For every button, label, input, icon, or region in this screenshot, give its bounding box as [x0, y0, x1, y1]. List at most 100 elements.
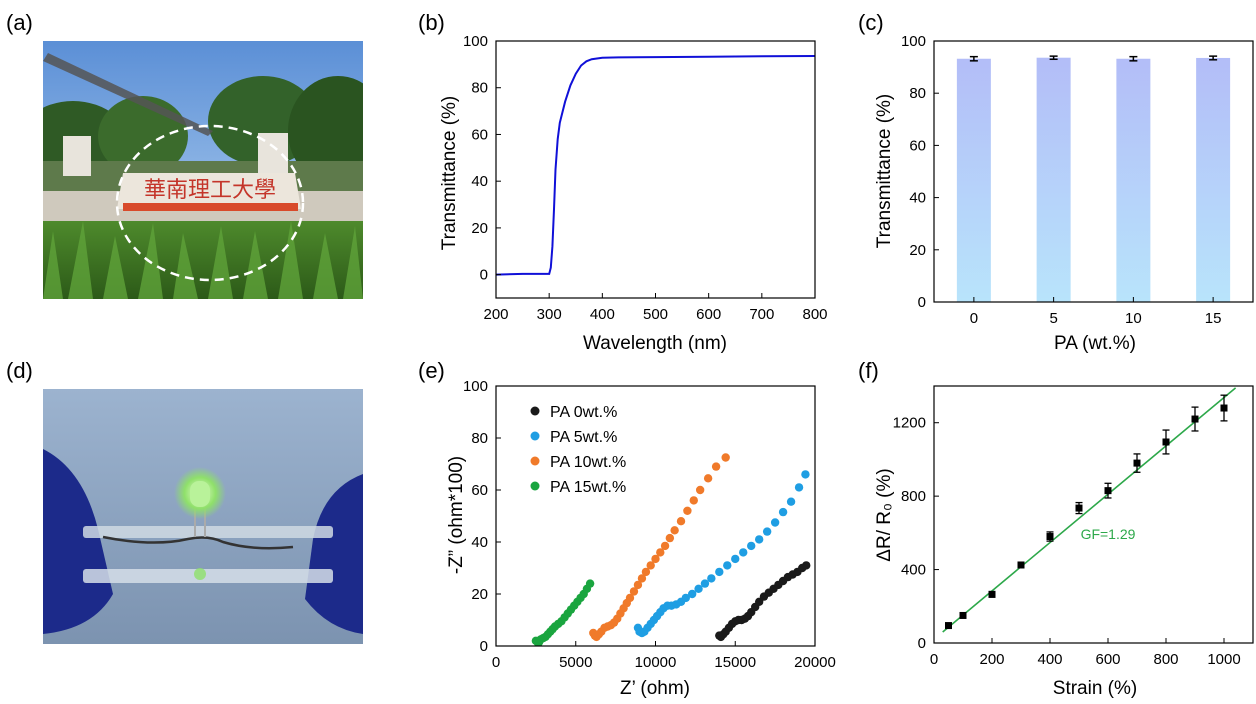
data-point	[625, 593, 635, 603]
chart-b-line	[495, 55, 816, 276]
panel-label-f: (f)	[858, 358, 879, 383]
chart-b-ylabel: Transmittance (%)	[439, 96, 460, 251]
photo-campus-illustration: 華南理工大學	[43, 41, 363, 299]
data-point	[660, 541, 670, 551]
data-point	[1017, 561, 1025, 569]
x-tick-label: 0	[970, 310, 978, 327]
bar-15	[1196, 57, 1231, 303]
chart-f-frame: 0 200 400 600 800 1000 0 400 800 1200	[893, 385, 1254, 668]
data-point	[794, 483, 804, 492]
plot-frame	[933, 40, 1254, 303]
chart-e-points	[531, 453, 811, 647]
y-tick-label: 60	[471, 126, 488, 143]
photo-campus-sign: 華南理工大學	[43, 41, 363, 299]
data-point	[1162, 438, 1170, 446]
data-point	[723, 561, 732, 570]
x-tick-label: 5000	[559, 654, 592, 671]
data-point	[633, 580, 643, 590]
chart-b-frame: 200 300 400 500 600 700 800 0 20 40 60 80 100	[463, 33, 828, 323]
panel-label-d: (d)	[6, 358, 33, 383]
y-tick-label: 60	[909, 137, 926, 154]
y-tick-label: 0	[480, 638, 488, 655]
data-point	[687, 589, 697, 599]
plot-frame	[495, 40, 816, 299]
chart-e-frame: 0 5000 10000 15000 20000 0 20 40 60 80 100	[463, 378, 836, 671]
data-point	[665, 533, 675, 543]
chart-c-ylabel: Transmittance (%)	[874, 94, 895, 249]
data-point	[715, 567, 724, 577]
y-tick-label: 80	[471, 80, 488, 97]
data-point	[676, 517, 686, 526]
x-tick-label: 400	[590, 306, 615, 323]
plot-frame	[495, 385, 816, 647]
data-point	[762, 527, 772, 536]
chart-f-annotation: GF=1.29	[1081, 526, 1136, 542]
data-point	[707, 574, 716, 583]
legend-marker	[530, 406, 540, 416]
legend-marker	[530, 431, 540, 441]
legend-label: PA 0wt.%	[550, 404, 617, 421]
legend-label: PA 10wt.%	[550, 454, 626, 471]
data-point	[651, 554, 660, 564]
photo-led-demo	[43, 389, 363, 644]
data-point	[1104, 487, 1112, 495]
x-tick-label: 800	[1153, 651, 1178, 668]
x-tick-label: 10000	[635, 654, 677, 671]
y-tick-label: 40	[909, 190, 926, 207]
data-point	[988, 590, 996, 598]
bar-0	[956, 58, 991, 302]
x-tick-label: 200	[979, 651, 1004, 668]
y-tick-label: 0	[918, 635, 926, 652]
data-point	[703, 474, 713, 483]
chart-e-ylabel: -Z” (ohm*100)	[446, 456, 467, 574]
x-tick-label: 700	[749, 306, 774, 323]
bar-10	[1116, 58, 1151, 302]
sign-lettering: 華南理工大學	[144, 177, 276, 202]
data-point	[1220, 404, 1228, 412]
data-point	[1133, 459, 1141, 467]
legend-label: PA 5wt.%	[550, 429, 617, 446]
data-point	[1191, 415, 1199, 423]
y-tick-label: 100	[901, 33, 926, 50]
chart-b: 200 300 400 500 600 700 800 0 20 40 60 80 100 Wavele…	[439, 33, 828, 354]
y-tick-label: 800	[901, 488, 926, 505]
y-tick-label: 80	[909, 85, 926, 102]
data-point	[656, 548, 665, 557]
chart-e-xlabel: Z’ (ohm)	[620, 678, 690, 699]
x-tick-label: 600	[1095, 651, 1120, 668]
chart-f-points	[945, 394, 1228, 630]
panel-label-b: (b)	[418, 10, 445, 35]
y-tick-label: 400	[901, 562, 926, 579]
data-point	[770, 518, 780, 527]
plot-frame	[933, 385, 1254, 644]
chart-f-ylabel: ΔR/ R₀ (%)	[874, 468, 895, 561]
chart-e-legend: PA 0wt.% PA 5wt.% PA 10wt.% PA 15wt.%	[530, 404, 626, 496]
data-point	[786, 497, 796, 506]
chart-c-frame: 0 5 10 15 0 20 40 60 80 100	[901, 33, 1254, 327]
data-point	[959, 611, 967, 619]
chart-c-bars	[956, 55, 1231, 303]
x-tick-label: 1000	[1207, 651, 1240, 668]
data-point	[641, 567, 651, 577]
data-point	[945, 622, 952, 630]
y-tick-label: 40	[471, 534, 488, 551]
data-point	[801, 470, 810, 479]
data-point	[670, 526, 679, 535]
chart-c: 0 5 10 15 0 20 40 60 80 100 PA (wt.%) Transmittan…	[874, 33, 1254, 354]
y-tick-label: 40	[471, 173, 488, 190]
x-tick-label: 300	[537, 306, 562, 323]
y-tick-label: 0	[918, 294, 926, 311]
bar-5	[1036, 57, 1071, 303]
data-point	[711, 462, 721, 471]
data-point	[754, 535, 764, 544]
legend-marker	[530, 456, 540, 466]
data-point	[694, 584, 703, 593]
y-tick-label: 20	[471, 586, 488, 603]
y-tick-label: 20	[471, 220, 488, 237]
chart-e: 0 5000 10000 15000 20000 0 20 40 60 80 100 PA 0wt.…	[446, 378, 836, 699]
data-point	[1046, 533, 1054, 541]
y-tick-label: 100	[463, 33, 488, 50]
y-tick-label: 60	[471, 482, 488, 499]
panel-label-e: (e)	[418, 358, 445, 383]
